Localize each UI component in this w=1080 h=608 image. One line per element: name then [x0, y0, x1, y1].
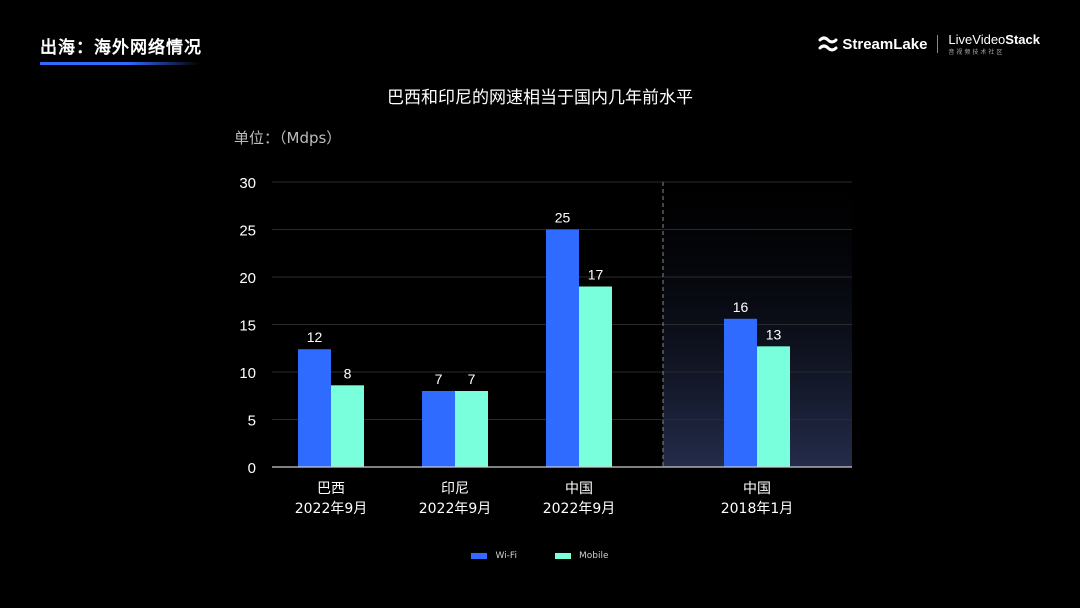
legend-swatch-mobile: [554, 553, 571, 559]
legend-label-wifi: Wi-Fi: [495, 551, 517, 561]
y-tick-label: 25: [239, 223, 256, 240]
bar-mobile: [757, 346, 790, 467]
x-tick-label: 印尼: [441, 481, 469, 497]
legend-swatch-wifi: [471, 553, 488, 559]
y-tick-label: 30: [239, 175, 256, 192]
data-label: 25: [555, 210, 571, 226]
livevideostack-subtitle: 音视频技术社区: [948, 48, 1005, 56]
data-label: 7: [435, 371, 443, 387]
y-tick-label: 15: [239, 318, 256, 335]
livevideostack-logo: LiveVideoStack 音视频技术社区: [948, 33, 1040, 56]
bar-wifi: [298, 349, 331, 467]
streamlake-logo: StreamLake: [818, 35, 927, 53]
slide-title: 出海：海外网络情况: [40, 38, 202, 58]
streamlake-logo-text: StreamLake: [842, 35, 928, 53]
bar-wifi: [546, 229, 579, 467]
x-tick-label: 中国: [565, 481, 593, 497]
livevideostack-logo-suffix: Stack: [1005, 31, 1040, 47]
y-tick-label: 10: [239, 365, 256, 382]
streamlake-mark-icon: [818, 36, 838, 52]
data-label: 16: [733, 299, 749, 315]
x-tick-date-label: 2018年1月: [721, 501, 794, 517]
title-underline: [40, 62, 200, 65]
y-tick-label: 20: [239, 270, 256, 287]
unit-label: 单位：（Mdps）: [234, 129, 342, 147]
y-tick-label: 5: [248, 413, 256, 430]
logo-area: StreamLake LiveVideoStack 音视频技术社区: [818, 32, 1040, 56]
data-label: 13: [766, 326, 782, 342]
y-tick-label: 0: [248, 460, 256, 477]
x-tick-date-label: 2022年9月: [543, 501, 616, 517]
bar-mobile: [455, 391, 488, 467]
bar-mobile: [579, 286, 612, 467]
x-tick-date-label: 2022年9月: [419, 501, 492, 517]
x-tick-date-label: 2022年9月: [295, 501, 368, 517]
livevideostack-logo-prefix: LiveVideo: [948, 31, 1006, 47]
bar-wifi: [724, 318, 757, 467]
legend-item-wifi: Wi-Fi: [471, 551, 517, 561]
legend: Wi-Fi Mobile: [0, 551, 1080, 561]
data-label: 8: [344, 365, 352, 381]
data-label: 12: [307, 329, 323, 345]
legend-label-mobile: Mobile: [578, 551, 609, 561]
data-label: 17: [588, 267, 604, 283]
x-tick-label: 巴西: [317, 481, 345, 497]
logo-divider: [937, 35, 939, 53]
bar-wifi: [422, 391, 455, 467]
bar-mobile: [331, 385, 364, 467]
x-tick-label: 中国: [743, 481, 771, 497]
data-label: 7: [468, 371, 476, 387]
chart-title: 巴西和印尼的网速相当于国内几年前水平: [387, 88, 693, 108]
legend-item-mobile: Mobile: [554, 551, 609, 561]
